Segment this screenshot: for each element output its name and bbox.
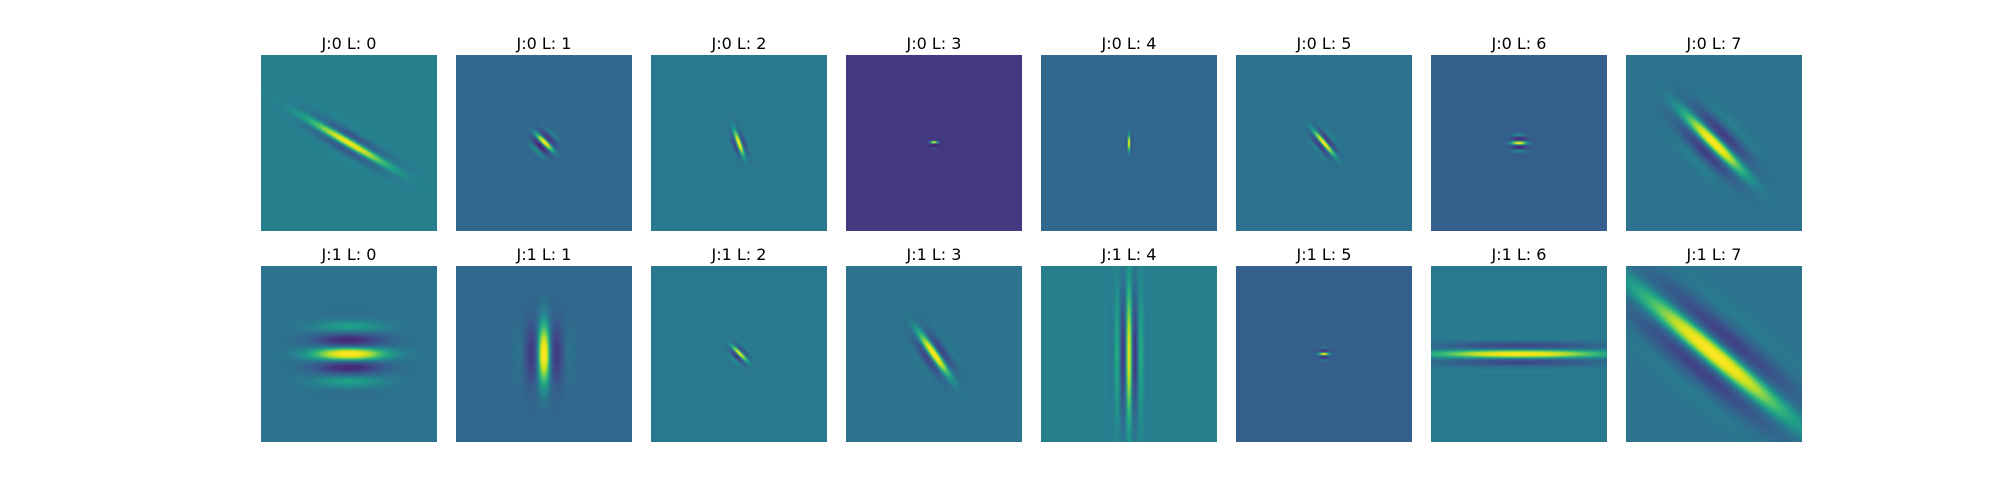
filter-image (651, 266, 827, 442)
filter-image (846, 266, 1022, 442)
panel-title: J:0 L: 6 (1491, 34, 1547, 53)
panel-title: J:0 L: 4 (1101, 34, 1157, 53)
filter-image (261, 55, 437, 231)
filter-image (456, 55, 632, 231)
filter-image (1236, 266, 1412, 442)
panel-title: J:1 L: 0 (321, 245, 377, 264)
panel-title: J:1 L: 3 (906, 245, 962, 264)
panel-title: J:0 L: 1 (516, 34, 572, 53)
filter-image (1236, 55, 1412, 231)
filter-image (651, 55, 827, 231)
panel-title: J:1 L: 4 (1101, 245, 1157, 264)
filter-image (1041, 266, 1217, 442)
filter-image (261, 266, 437, 442)
panel-title: J:1 L: 6 (1491, 245, 1547, 264)
filter-image (1431, 266, 1607, 442)
filter-image (846, 55, 1022, 231)
panel-title: J:1 L: 7 (1686, 245, 1742, 264)
filter-image (1431, 55, 1607, 231)
filter-image (1626, 55, 1802, 231)
panel-title: J:0 L: 0 (321, 34, 377, 53)
panel-title: J:1 L: 1 (516, 245, 572, 264)
panel-title: J:0 L: 5 (1296, 34, 1352, 53)
panel-title: J:1 L: 2 (711, 245, 767, 264)
panel-title: J:0 L: 7 (1686, 34, 1742, 53)
panel-title: J:0 L: 2 (711, 34, 767, 53)
panel-title: J:0 L: 3 (906, 34, 962, 53)
filter-image (1626, 266, 1802, 442)
panel-title: J:1 L: 5 (1296, 245, 1352, 264)
filter-image (456, 266, 632, 442)
filter-image (1041, 55, 1217, 231)
